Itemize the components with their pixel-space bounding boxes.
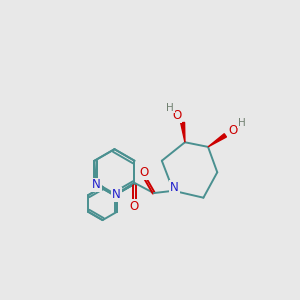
Text: H: H <box>238 118 245 128</box>
Polygon shape <box>208 134 226 147</box>
Polygon shape <box>181 122 185 142</box>
Text: N: N <box>170 181 179 194</box>
Text: O: O <box>130 200 139 213</box>
Text: O: O <box>139 167 148 179</box>
Text: N: N <box>112 188 121 201</box>
Text: O: O <box>229 124 238 137</box>
Text: H: H <box>166 103 174 112</box>
Text: N: N <box>92 178 101 191</box>
Text: O: O <box>172 109 182 122</box>
